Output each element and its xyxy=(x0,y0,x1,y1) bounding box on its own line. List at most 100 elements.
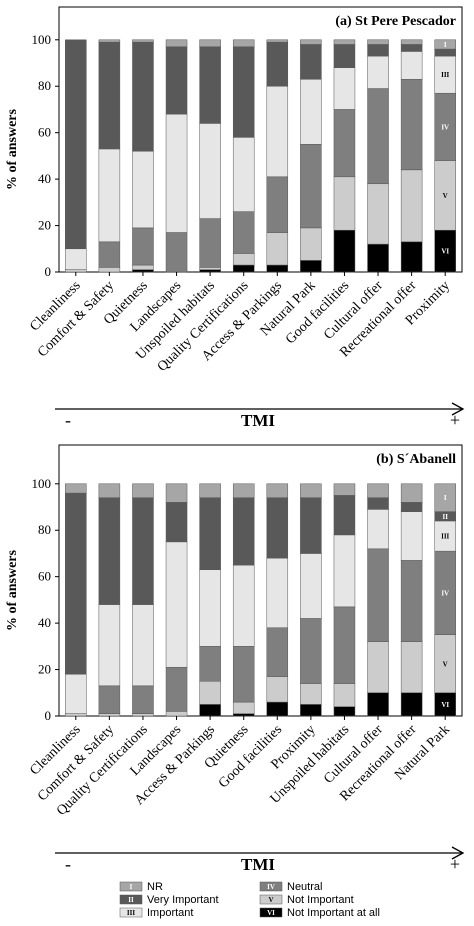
bar-segment xyxy=(400,169,423,243)
bar-segment xyxy=(232,137,255,212)
legend-item: II Very Important xyxy=(119,894,219,906)
bar-segment xyxy=(300,704,322,717)
legend-marker: I xyxy=(130,883,133,891)
bar-segment xyxy=(165,113,188,233)
bar-segment xyxy=(266,176,289,233)
bar-segment xyxy=(367,548,389,642)
tmi-minus-label: - xyxy=(65,410,71,430)
bar-segment xyxy=(400,483,423,503)
y-axis-label: % of answers xyxy=(5,550,20,631)
bar-segment xyxy=(400,511,423,561)
bar-segment xyxy=(98,497,121,605)
bar-segment xyxy=(266,39,289,43)
legend-item: V Not Important xyxy=(259,894,354,906)
bar-segment xyxy=(300,227,322,261)
bar-segment xyxy=(199,39,221,48)
tmi-plus-label: + xyxy=(450,854,460,874)
bar-segment xyxy=(333,706,356,717)
legend-marker: II xyxy=(128,896,134,904)
bar-segment xyxy=(132,497,154,605)
bar-segment xyxy=(232,46,255,138)
bar-segment xyxy=(333,495,356,536)
bar-segment xyxy=(98,241,121,268)
bar-segment xyxy=(266,232,289,266)
segment-marker: VI xyxy=(441,701,449,709)
tmi-arrow-head xyxy=(451,402,465,416)
plot-frame xyxy=(58,6,463,273)
plot-frame xyxy=(58,444,463,717)
bar-segment xyxy=(98,267,121,273)
bar-segment xyxy=(232,564,255,647)
bar-segment xyxy=(65,673,87,714)
legend-label: Very Important xyxy=(147,894,219,906)
bar-segment xyxy=(232,497,255,566)
bar-segment xyxy=(132,483,154,498)
bar-segment xyxy=(132,269,154,273)
bar-segment xyxy=(300,39,322,45)
bar-segment xyxy=(266,264,289,273)
bar-segment xyxy=(132,151,154,229)
bar-segment xyxy=(165,666,188,712)
legend-item: I NR xyxy=(119,881,163,893)
legend-swatch xyxy=(259,881,283,892)
bar-segment xyxy=(132,227,154,266)
bar-segment xyxy=(400,560,423,642)
bar-segment xyxy=(300,260,322,273)
bar-segment xyxy=(199,269,221,273)
y-tick-label: 0 xyxy=(45,708,52,723)
bar-segment xyxy=(434,39,456,50)
segment-marker: III xyxy=(441,71,449,79)
bar-segment xyxy=(199,646,221,682)
segment-marker: V xyxy=(443,192,448,200)
legend-item: IV Neutral xyxy=(259,881,322,893)
bar-segment xyxy=(199,123,221,219)
bar-segment xyxy=(65,269,87,273)
bar-segment xyxy=(367,183,389,245)
bar-segment xyxy=(232,253,255,266)
bar-segment xyxy=(165,232,188,273)
bar-segment xyxy=(266,627,289,677)
bar-segment xyxy=(132,41,154,152)
bar-segment xyxy=(367,692,389,717)
bar-segment xyxy=(132,604,154,687)
y-tick-label: 20 xyxy=(38,218,51,233)
bar-segment xyxy=(98,713,121,717)
legend-swatch xyxy=(119,907,143,918)
bar-segment xyxy=(367,243,389,273)
tmi-arrow-head xyxy=(451,846,465,860)
legend-label: Neutral xyxy=(287,881,322,893)
bar-segment xyxy=(400,39,423,45)
y-tick-label: 60 xyxy=(38,125,51,140)
bar-segment xyxy=(300,497,322,554)
y-tick-label: 100 xyxy=(32,32,52,47)
segment-marker: I xyxy=(444,41,447,49)
y-tick-label: 40 xyxy=(38,171,51,186)
tmi-axis-label: TMI xyxy=(241,855,275,874)
bar-segment xyxy=(400,51,423,80)
legend-marker: VI xyxy=(267,909,275,917)
bar-segment xyxy=(98,604,121,687)
legend-marker: III xyxy=(127,909,135,917)
y-axis-label: % of answers xyxy=(5,109,20,190)
legend: I NR II Very Important III Important IV Neutral… xyxy=(119,881,380,919)
segment-marker: IV xyxy=(441,123,449,131)
segment-marker: IV xyxy=(441,589,449,597)
tmi-minus-label: - xyxy=(65,854,71,874)
legend-label: NR xyxy=(147,881,163,893)
bar-segment xyxy=(400,44,423,52)
bar-segment xyxy=(333,483,356,496)
chart-title: (a) St Pere Pescador xyxy=(335,14,456,29)
bar-segment xyxy=(199,680,221,705)
bar-segment xyxy=(199,569,221,647)
bar-segment xyxy=(98,148,121,243)
bar-segment xyxy=(400,692,423,717)
bar-segment xyxy=(266,483,289,498)
bar-segment xyxy=(266,676,289,703)
bar-segment xyxy=(266,85,289,178)
tmi-plus-label: + xyxy=(450,410,460,430)
bar-segment xyxy=(300,44,322,80)
bar-segment xyxy=(300,483,322,498)
bar-segment xyxy=(367,483,389,498)
bar-segment xyxy=(367,641,389,694)
bar-segment xyxy=(199,497,221,570)
